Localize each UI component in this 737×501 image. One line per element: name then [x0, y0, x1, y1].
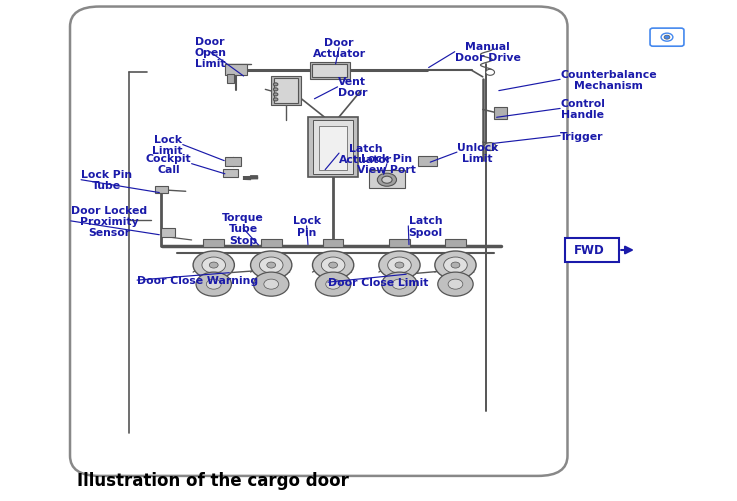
Circle shape [321, 258, 345, 274]
Bar [418, 156, 437, 166]
FancyBboxPatch shape [565, 239, 619, 262]
Text: Lock Pin
View Port: Lock Pin View Port [357, 154, 416, 175]
Circle shape [382, 273, 417, 297]
Circle shape [395, 263, 404, 269]
Bar [389, 240, 410, 248]
Circle shape [202, 258, 226, 274]
Circle shape [206, 280, 221, 290]
Text: Latch
Spool: Latch Spool [408, 216, 442, 237]
Circle shape [329, 263, 338, 269]
Text: Door Close Limit: Door Close Limit [328, 278, 428, 288]
Circle shape [451, 263, 460, 269]
Circle shape [259, 258, 283, 274]
Bar [223, 170, 238, 178]
Circle shape [392, 280, 407, 290]
Text: Door Close Warning: Door Close Warning [137, 276, 258, 286]
Bar [312, 65, 347, 78]
Text: Counterbalance
Mechanism: Counterbalance Mechanism [560, 70, 657, 91]
Bar [310, 63, 350, 80]
Bar [313, 121, 353, 174]
Circle shape [209, 263, 218, 269]
Text: Door Locked
Proximity
Sensor: Door Locked Proximity Sensor [71, 205, 147, 237]
Bar [225, 65, 247, 76]
Circle shape [448, 280, 463, 290]
Bar [308, 118, 358, 178]
Circle shape [193, 252, 234, 280]
Bar [155, 186, 168, 194]
Text: Lock Pin
Tube: Lock Pin Tube [81, 170, 132, 191]
Circle shape [273, 99, 278, 102]
Text: Cockpit
Call: Cockpit Call [146, 154, 192, 175]
Circle shape [388, 258, 411, 274]
Text: Door
Actuator: Door Actuator [312, 38, 366, 59]
Circle shape [382, 177, 392, 184]
Bar [271, 77, 301, 106]
Text: FWD: FWD [573, 244, 604, 257]
Text: Lock
Pin: Lock Pin [293, 216, 321, 237]
Circle shape [486, 70, 495, 76]
Bar [368, 170, 405, 188]
Circle shape [312, 252, 354, 280]
Text: Unlock
Limit: Unlock Limit [457, 142, 498, 163]
Circle shape [484, 143, 496, 151]
FancyBboxPatch shape [650, 29, 684, 47]
Bar [319, 126, 347, 170]
Circle shape [254, 273, 289, 297]
Bar [225, 158, 241, 167]
Bar [227, 75, 234, 84]
Text: Torque
Tube
Stop: Torque Tube Stop [223, 213, 264, 245]
Circle shape [267, 263, 276, 269]
Circle shape [273, 94, 278, 97]
Circle shape [377, 174, 397, 187]
Text: Illustration of the cargo door: Illustration of the cargo door [77, 471, 349, 489]
Bar [274, 79, 298, 104]
Bar [203, 240, 224, 248]
Circle shape [444, 258, 467, 274]
Text: Lock
Limit: Lock Limit [153, 135, 183, 156]
FancyBboxPatch shape [70, 8, 567, 476]
Text: Trigger: Trigger [560, 131, 604, 141]
Circle shape [379, 252, 420, 280]
Circle shape [273, 89, 278, 92]
Bar [261, 240, 282, 248]
Text: Manual
Door Drive: Manual Door Drive [455, 42, 520, 63]
Circle shape [251, 252, 292, 280]
Circle shape [264, 280, 279, 290]
Circle shape [196, 273, 231, 297]
Bar [494, 108, 507, 120]
Circle shape [435, 252, 476, 280]
Text: Latch
Actuator: Latch Actuator [339, 143, 392, 164]
Circle shape [326, 280, 340, 290]
Bar [323, 240, 343, 248]
Circle shape [315, 273, 351, 297]
Text: Door
Open
Limit: Door Open Limit [194, 37, 226, 69]
Circle shape [661, 34, 673, 42]
Bar [161, 228, 175, 237]
Text: Vent
Door: Vent Door [338, 77, 367, 98]
Text: Control
Handle: Control Handle [560, 99, 605, 120]
Circle shape [273, 84, 278, 87]
Circle shape [438, 273, 473, 297]
Bar [445, 240, 466, 248]
Circle shape [664, 36, 670, 40]
